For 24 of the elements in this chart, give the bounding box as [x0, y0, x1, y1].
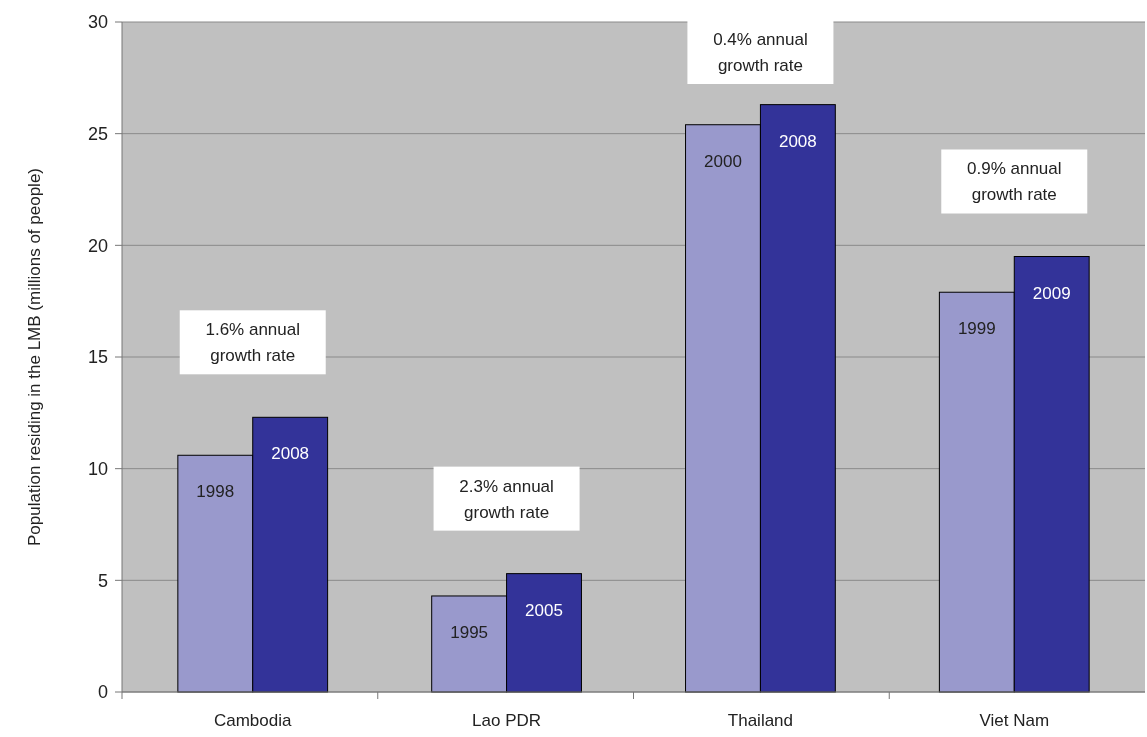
y-tick-label: 30: [87, 12, 108, 33]
annotation: 1.6% annual growth rate: [205, 320, 300, 366]
annotation: 2008: [271, 444, 310, 464]
y-tick-label: 5: [97, 570, 108, 591]
annotation: 2.3% annual growth rate: [459, 476, 554, 522]
y-tick-label: 20: [87, 235, 108, 256]
annotation: 2005: [525, 600, 563, 620]
y-tick-label: 25: [87, 123, 108, 144]
annotation: 1998: [196, 482, 235, 502]
y-tick-label: 10: [87, 458, 108, 479]
x-tick-label: Viet Nam: [979, 711, 1050, 730]
annotation: 2008: [778, 131, 817, 151]
annotation: 1995: [450, 622, 489, 642]
x-tick-label: Cambodia: [213, 711, 293, 730]
y-axis-title: Population residing in the LMB (millions of people): [25, 168, 44, 546]
annotation: 1999: [957, 319, 996, 339]
y-tick-label: 15: [87, 347, 108, 368]
annotation: 0.4% annual growth rate: [713, 29, 808, 75]
x-tick-label: Lao PDR: [472, 711, 542, 730]
y-tick-label: 0: [97, 682, 108, 703]
annotation: 0.9% annual growth rate: [967, 159, 1062, 205]
annotation: 2000: [704, 151, 742, 171]
x-tick-label: Thailand: [727, 711, 794, 730]
annotation: 2009: [1032, 283, 1071, 303]
